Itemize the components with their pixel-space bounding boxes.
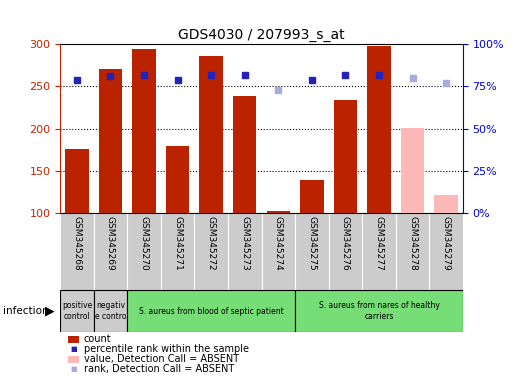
- Text: GSM345278: GSM345278: [408, 216, 417, 271]
- Bar: [132, 49, 156, 213]
- Text: ■: ■: [71, 366, 77, 372]
- Text: negativ
e contro: negativ e contro: [95, 301, 126, 321]
- Bar: [262, 213, 295, 290]
- Text: ■: ■: [71, 346, 77, 353]
- Text: GSM345268: GSM345268: [72, 216, 82, 271]
- Title: GDS4030 / 207993_s_at: GDS4030 / 207993_s_at: [178, 28, 345, 42]
- Bar: [199, 56, 223, 213]
- Text: ▶: ▶: [45, 305, 54, 318]
- Bar: [233, 96, 256, 213]
- Bar: [166, 146, 189, 213]
- Text: percentile rank within the sample: percentile rank within the sample: [84, 344, 248, 354]
- Bar: [434, 195, 458, 213]
- Text: GSM345273: GSM345273: [240, 216, 249, 271]
- Bar: [94, 213, 127, 290]
- Bar: [295, 213, 328, 290]
- Bar: [295, 290, 463, 332]
- Text: GSM345275: GSM345275: [308, 216, 316, 271]
- Text: S. aureus from blood of septic patient: S. aureus from blood of septic patient: [139, 306, 283, 316]
- Text: GSM345274: GSM345274: [274, 216, 283, 271]
- Bar: [195, 213, 228, 290]
- Bar: [396, 213, 429, 290]
- Bar: [65, 149, 89, 213]
- Text: value, Detection Call = ABSENT: value, Detection Call = ABSENT: [84, 354, 239, 364]
- Bar: [94, 290, 127, 332]
- Text: GSM345270: GSM345270: [140, 216, 149, 271]
- Bar: [228, 213, 262, 290]
- Bar: [401, 128, 424, 213]
- Bar: [99, 69, 122, 213]
- Text: GSM345276: GSM345276: [341, 216, 350, 271]
- Text: infection: infection: [3, 306, 48, 316]
- Text: S. aureus from nares of healthy
carriers: S. aureus from nares of healthy carriers: [319, 301, 439, 321]
- Text: rank, Detection Call = ABSENT: rank, Detection Call = ABSENT: [84, 364, 234, 374]
- Bar: [362, 213, 396, 290]
- Text: GSM345277: GSM345277: [374, 216, 383, 271]
- Bar: [328, 213, 362, 290]
- Bar: [300, 180, 324, 213]
- Text: GSM345279: GSM345279: [441, 216, 451, 271]
- Bar: [127, 213, 161, 290]
- Text: count: count: [84, 334, 111, 344]
- Bar: [60, 213, 94, 290]
- Bar: [161, 213, 195, 290]
- Bar: [60, 290, 94, 332]
- Text: GSM345271: GSM345271: [173, 216, 182, 271]
- Text: GSM345269: GSM345269: [106, 216, 115, 271]
- Bar: [267, 212, 290, 213]
- Bar: [429, 213, 463, 290]
- Bar: [367, 46, 391, 213]
- Text: GSM345272: GSM345272: [207, 216, 215, 271]
- Text: positive
control: positive control: [62, 301, 92, 321]
- Bar: [127, 290, 295, 332]
- Bar: [334, 100, 357, 213]
